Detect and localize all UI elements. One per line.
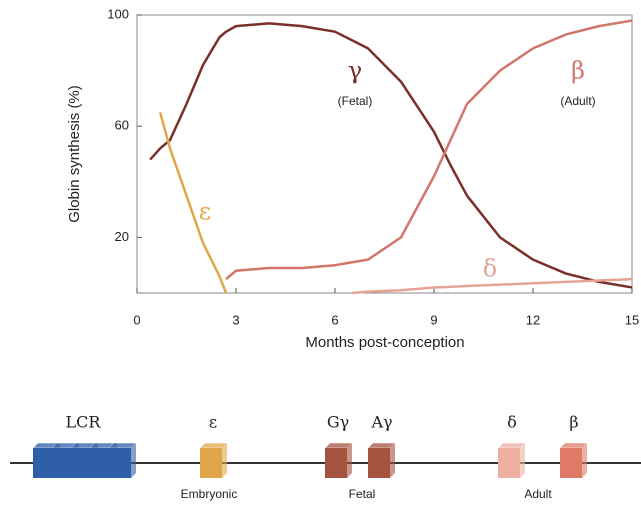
gene-label: δ: [507, 413, 517, 432]
series-label: γ: [348, 57, 362, 85]
annotation: (Adult): [560, 94, 595, 108]
group-label: Embryonic: [181, 487, 238, 501]
gene-block: [325, 448, 347, 478]
gene-block-side: [582, 443, 587, 478]
x-tick-label: 9: [430, 312, 437, 327]
gene-block: [109, 448, 131, 478]
gene-label: β: [569, 413, 578, 432]
x-tick-label: 0: [133, 312, 140, 327]
x-axis-label: Months post-conception: [305, 334, 464, 351]
gene-label: Aγ: [370, 413, 392, 432]
y-tick-label: 60: [115, 118, 129, 133]
series-label: δ: [483, 255, 497, 283]
gene-block-side: [347, 443, 352, 478]
x-tick-label: 6: [331, 312, 338, 327]
gene-block-side: [131, 443, 136, 478]
annotation: (Fetal): [338, 94, 373, 108]
gene-block: [560, 448, 582, 478]
gene-block: [52, 448, 74, 478]
plot-frame: [136, 14, 633, 294]
group-label: Fetal: [349, 487, 376, 501]
gene-block-side: [222, 443, 227, 478]
series-line: [149, 22, 633, 289]
y-axis-label: Globin synthesis (%): [66, 85, 83, 223]
y-tick-label: 100: [107, 6, 129, 21]
series-line: [225, 19, 633, 281]
gene-block-side: [390, 443, 395, 478]
gene-block: [33, 448, 55, 478]
gene-block-side: [520, 443, 525, 478]
gene-block: [71, 448, 93, 478]
y-tick-label: 20: [115, 229, 129, 244]
series-line: [351, 277, 633, 295]
x-tick-label: 12: [526, 312, 540, 327]
gene-block: [200, 448, 222, 478]
x-tick-label: 3: [232, 312, 239, 327]
gene-label: Gγ: [327, 413, 349, 432]
gene-block: [368, 448, 390, 478]
series-label: ε: [199, 198, 211, 226]
gene-block: [498, 448, 520, 478]
series-label: β: [571, 57, 585, 85]
gene-label: LCR: [66, 413, 102, 432]
gene-label: ε: [209, 413, 217, 432]
group-label: Adult: [524, 487, 552, 501]
gene-block: [90, 448, 112, 478]
series-line: [158, 111, 228, 294]
x-tick-label: 15: [625, 312, 639, 327]
